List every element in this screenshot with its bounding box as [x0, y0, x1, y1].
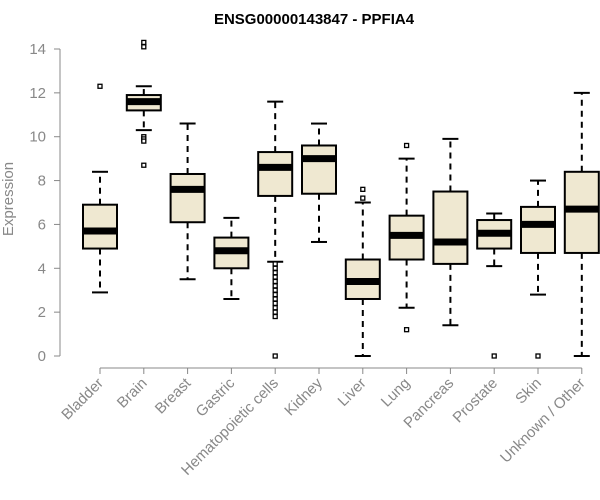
- outlier-point: [272, 300, 278, 307]
- box: [520, 205, 556, 254]
- box-group: [388, 142, 425, 333]
- outlier-point: [272, 265, 278, 271]
- box-group: [82, 83, 118, 294]
- outlier-point: [272, 283, 278, 289]
- outlier-point: [360, 186, 366, 192]
- outlier-point: [272, 287, 278, 293]
- outlier-point: [141, 138, 147, 144]
- outlier-point: [272, 353, 278, 359]
- y-tick-label: 14: [29, 41, 46, 58]
- x-tick-label: Skin: [512, 375, 545, 408]
- outlier-point: [272, 278, 278, 285]
- outlier-point: [272, 313, 278, 320]
- box-group: [476, 212, 513, 359]
- outlier-point: [141, 44, 147, 50]
- outlier-point: [272, 309, 278, 315]
- y-axis-label: Expression: [0, 162, 17, 236]
- x-tick-label: Liver: [335, 375, 370, 410]
- outlier-point: [97, 83, 103, 89]
- box: [257, 151, 294, 197]
- outlier-point: [272, 261, 278, 267]
- outlier-point: [272, 296, 278, 302]
- y-tick-label: 12: [29, 85, 46, 102]
- box-group: [432, 137, 469, 327]
- box-group: [125, 39, 162, 168]
- box-group: [257, 100, 294, 359]
- chart-title: ENSG00000143847 - PPFIA4: [214, 11, 415, 28]
- outlier-point: [535, 353, 541, 359]
- box: [432, 190, 469, 265]
- x-tick-label: Brain: [114, 375, 151, 412]
- outlier-point: [272, 270, 278, 276]
- outlier-point: [141, 39, 147, 46]
- y-tick-label: 4: [38, 260, 46, 277]
- y-tick-label: 6: [38, 216, 46, 233]
- box: [301, 144, 337, 195]
- outlier-point: [272, 274, 278, 280]
- x-tick-label: Kidney: [281, 374, 326, 419]
- x-tick-label: Bladder: [58, 375, 107, 424]
- outlier-point: [141, 162, 147, 168]
- box-group: [301, 122, 337, 243]
- box-group: [563, 91, 600, 357]
- box: [82, 203, 118, 250]
- outlier-point: [360, 195, 366, 201]
- x-tick-label: Lung: [378, 375, 414, 411]
- outlier-point: [403, 142, 410, 149]
- box-group: [169, 122, 206, 281]
- outlier-point: [272, 291, 278, 298]
- box-group: [213, 216, 250, 300]
- y-tick-label: 10: [29, 129, 46, 146]
- boxplot-marks: [82, 39, 600, 359]
- box: [169, 172, 206, 224]
- x-tick-label: Prostate: [449, 375, 501, 427]
- y-tick-label: 2: [38, 304, 46, 321]
- y-tick-label: 8: [38, 173, 46, 190]
- y-tick-label: 0: [38, 348, 46, 365]
- outlier-point: [403, 327, 410, 333]
- x-tick-label: Breast: [152, 374, 195, 417]
- outlier-point: [491, 353, 497, 359]
- outlier-point: [272, 305, 278, 311]
- box-group: [344, 186, 381, 357]
- box-group: [520, 179, 556, 359]
